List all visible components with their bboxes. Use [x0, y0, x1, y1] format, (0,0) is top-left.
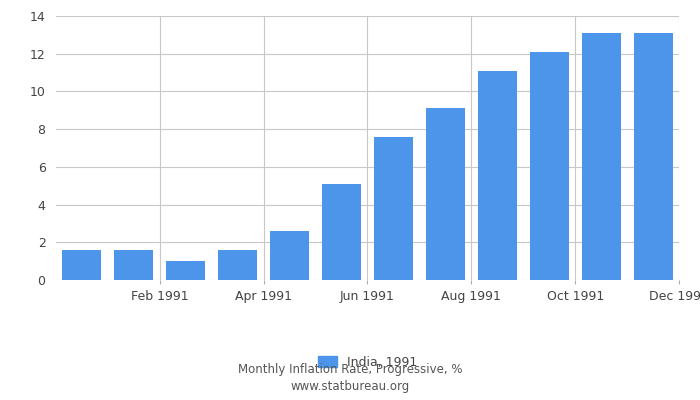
- Bar: [582, 33, 621, 280]
- Bar: [322, 184, 361, 280]
- Bar: [167, 261, 205, 280]
- Bar: [62, 250, 102, 280]
- Legend: India, 1991: India, 1991: [313, 351, 422, 374]
- Bar: [218, 250, 257, 280]
- Bar: [634, 33, 673, 280]
- Bar: [530, 52, 568, 280]
- Bar: [478, 71, 517, 280]
- Text: Monthly Inflation Rate, Progressive, %: Monthly Inflation Rate, Progressive, %: [238, 364, 462, 376]
- Text: www.statbureau.org: www.statbureau.org: [290, 380, 410, 393]
- Bar: [270, 231, 309, 280]
- Bar: [374, 137, 413, 280]
- Bar: [114, 250, 153, 280]
- Bar: [426, 108, 465, 280]
